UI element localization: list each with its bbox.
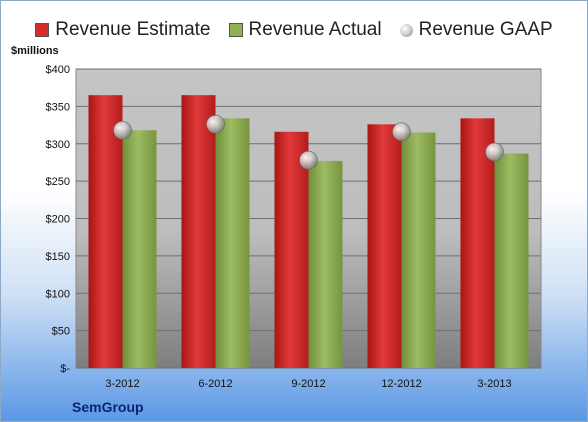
actual-bar	[401, 132, 436, 368]
legend-item-gaap: Revenue GAAP	[399, 19, 553, 41]
estimate-bar	[460, 118, 495, 369]
y-tick-label: $400	[46, 64, 70, 76]
legend-label-actual: Revenue Actual	[248, 19, 382, 40]
legend: Revenue Estimate Revenue Actual Revenue …	[1, 19, 587, 41]
y-tick-label: $250	[46, 176, 70, 188]
actual-bar	[122, 130, 157, 368]
actual-bar	[494, 153, 529, 368]
y-tick-label: $100	[46, 288, 70, 300]
y-tick-label: $-	[60, 363, 70, 375]
gaap-marker	[113, 120, 132, 140]
x-tick-label: 3-2013	[477, 378, 511, 390]
company-name: SemGroup	[72, 399, 144, 415]
legend-swatch-estimate	[35, 23, 50, 37]
legend-item-actual: Revenue Actual	[228, 19, 382, 41]
bars	[88, 95, 529, 369]
x-tick-label: 9-2012	[291, 378, 325, 390]
gaap-marker	[299, 150, 318, 170]
legend-marker-gaap	[399, 23, 413, 37]
y-axis-ticks: $- $50 $100 $150 $200 $250 $300 $350 $400	[46, 64, 71, 375]
x-tick-label: 12-2012	[381, 378, 421, 390]
gaap-marker	[485, 142, 504, 162]
gaap-markers	[113, 115, 504, 170]
legend-label-gaap: Revenue GAAP	[418, 19, 553, 40]
y-tick-label: $350	[46, 101, 70, 113]
legend-label-estimate: Revenue Estimate	[55, 19, 211, 40]
y-axis-unit-label: $millions	[11, 45, 59, 57]
y-tick-label: $150	[46, 251, 70, 263]
estimate-bar	[181, 95, 216, 368]
x-tick-label: 3-2012	[105, 378, 139, 390]
estimate-bar	[367, 124, 402, 368]
y-tick-label: $300	[46, 139, 70, 151]
legend-item-estimate: Revenue Estimate	[35, 19, 211, 41]
legend-swatch-actual	[228, 23, 243, 37]
x-tick-label: 6-2012	[198, 378, 232, 390]
y-tick-label: $200	[46, 214, 70, 226]
actual-bar	[215, 118, 250, 369]
x-axis-ticks: 3-2012 6-2012 9-2012 12-2012 3-2013	[105, 378, 511, 390]
gaap-marker	[392, 122, 411, 142]
actual-bar	[308, 160, 343, 368]
gaap-marker	[206, 115, 225, 134]
estimate-bar	[274, 131, 309, 368]
estimate-bar	[88, 95, 123, 368]
y-tick-label: $50	[52, 326, 70, 338]
